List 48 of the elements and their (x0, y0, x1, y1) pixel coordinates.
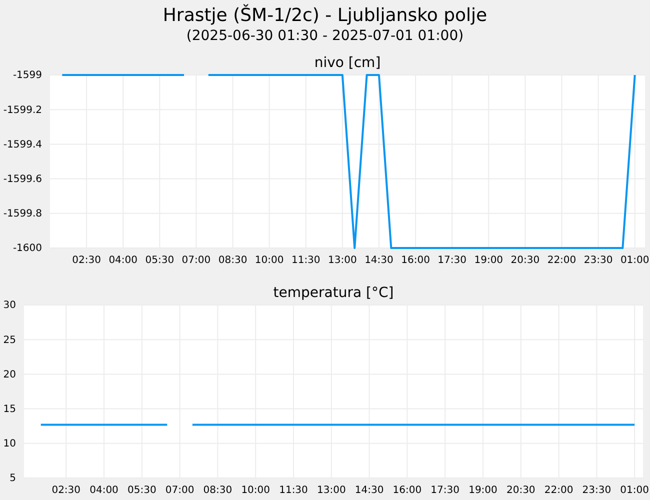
y-axis-title: nivo [cm] (314, 55, 381, 71)
x-tick-label: 01:00 (620, 485, 649, 496)
x-tick-label: 08:30 (203, 485, 232, 496)
y-axis-title: temperatura [°C] (273, 285, 394, 301)
x-tick-label: 14:30 (364, 255, 394, 266)
x-tick-label: 11:30 (279, 485, 308, 496)
x-tick-label: 05:30 (127, 485, 156, 496)
x-tick-label: 01:00 (620, 255, 650, 266)
x-tick-label: 02:30 (52, 485, 81, 496)
y-tick-label: -1599 (12, 70, 42, 82)
x-tick-label: 10:00 (254, 255, 284, 266)
x-tick-label: 10:00 (241, 485, 270, 496)
x-tick-label: 07:00 (165, 485, 194, 496)
x-tick-label: 04:00 (108, 255, 138, 266)
y-tick-label: 25 (3, 334, 16, 346)
y-tick-label: 15 (3, 404, 16, 415)
y-tick-label: 10 (3, 438, 16, 450)
x-tick-label: 23:30 (582, 485, 612, 496)
x-tick-label: 14:30 (354, 485, 384, 496)
x-tick-label: 23:30 (584, 255, 613, 266)
y-tick-label: -1599.2 (3, 104, 42, 116)
y-tick-label: 5 (10, 473, 16, 484)
x-tick-label: 17:30 (430, 485, 460, 496)
x-tick-label: 02:30 (72, 255, 101, 266)
y-tick-label: 30 (3, 300, 16, 312)
x-tick-label: 16:00 (392, 485, 422, 496)
chart-subtitle: (2025-06-30 01:30 - 2025-07-01 01:00) (186, 28, 464, 44)
x-tick-label: 19:00 (468, 485, 498, 496)
y-tick-label: 20 (3, 369, 16, 380)
x-tick-label: 05:30 (145, 255, 174, 266)
x-tick-label: 16:00 (401, 255, 430, 266)
x-tick-label: 22:00 (547, 255, 576, 266)
y-tick-label: -1600 (12, 243, 42, 254)
x-tick-label: 17:30 (438, 255, 466, 266)
x-tick-label: 20:30 (506, 485, 536, 496)
x-tick-label: 04:00 (90, 485, 118, 496)
x-tick-label: 22:00 (544, 485, 574, 496)
x-tick-label: 13:00 (316, 485, 346, 496)
x-tick-label: 08:30 (218, 255, 248, 266)
y-tick-label: -1599.8 (3, 208, 42, 220)
y-tick-label: -1599.4 (3, 139, 42, 150)
x-tick-label: 19:00 (474, 255, 504, 266)
x-tick-label: 13:00 (328, 255, 357, 266)
x-tick-label: 11:30 (291, 255, 320, 266)
chart-title: Hrastje (ŠM-1/2c) - Ljubljansko polje (162, 4, 488, 26)
x-tick-label: 20:30 (510, 255, 540, 266)
x-tick-label: 07:00 (182, 255, 211, 266)
y-tick-label: -1599.6 (3, 174, 42, 185)
